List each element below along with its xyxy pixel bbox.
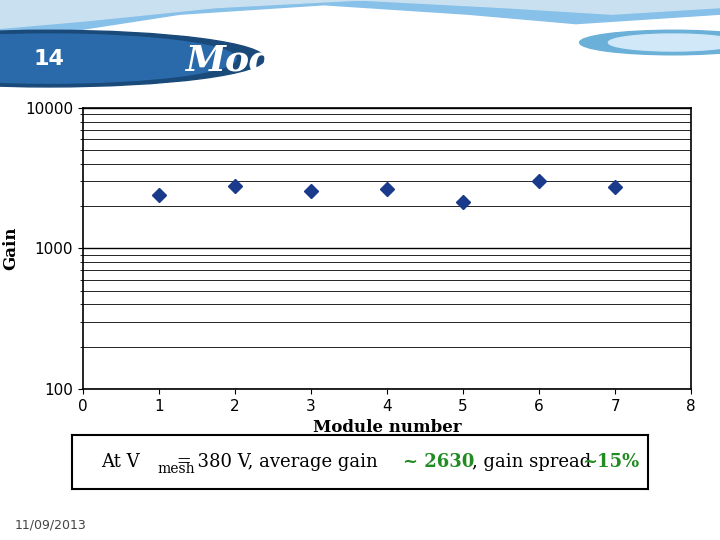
- Text: ~15%: ~15%: [582, 453, 639, 471]
- Text: 11/09/2013: 11/09/2013: [14, 518, 86, 531]
- Polygon shape: [0, 0, 720, 43]
- Y-axis label: Gain: Gain: [2, 227, 19, 270]
- Text: At V: At V: [101, 453, 140, 471]
- Text: ~ 2630: ~ 2630: [403, 453, 474, 471]
- Text: Modules comparison: Modules comparison: [185, 44, 607, 78]
- Polygon shape: [0, 0, 720, 28]
- Text: , gain spread: , gain spread: [472, 453, 598, 471]
- Circle shape: [0, 34, 236, 83]
- Circle shape: [580, 30, 720, 55]
- X-axis label: Module number: Module number: [312, 419, 462, 436]
- Text: 14: 14: [34, 49, 64, 69]
- Text: = 380 V, average gain: = 380 V, average gain: [171, 453, 390, 471]
- Circle shape: [608, 34, 720, 51]
- Text: mesh: mesh: [157, 462, 195, 476]
- Circle shape: [0, 30, 265, 87]
